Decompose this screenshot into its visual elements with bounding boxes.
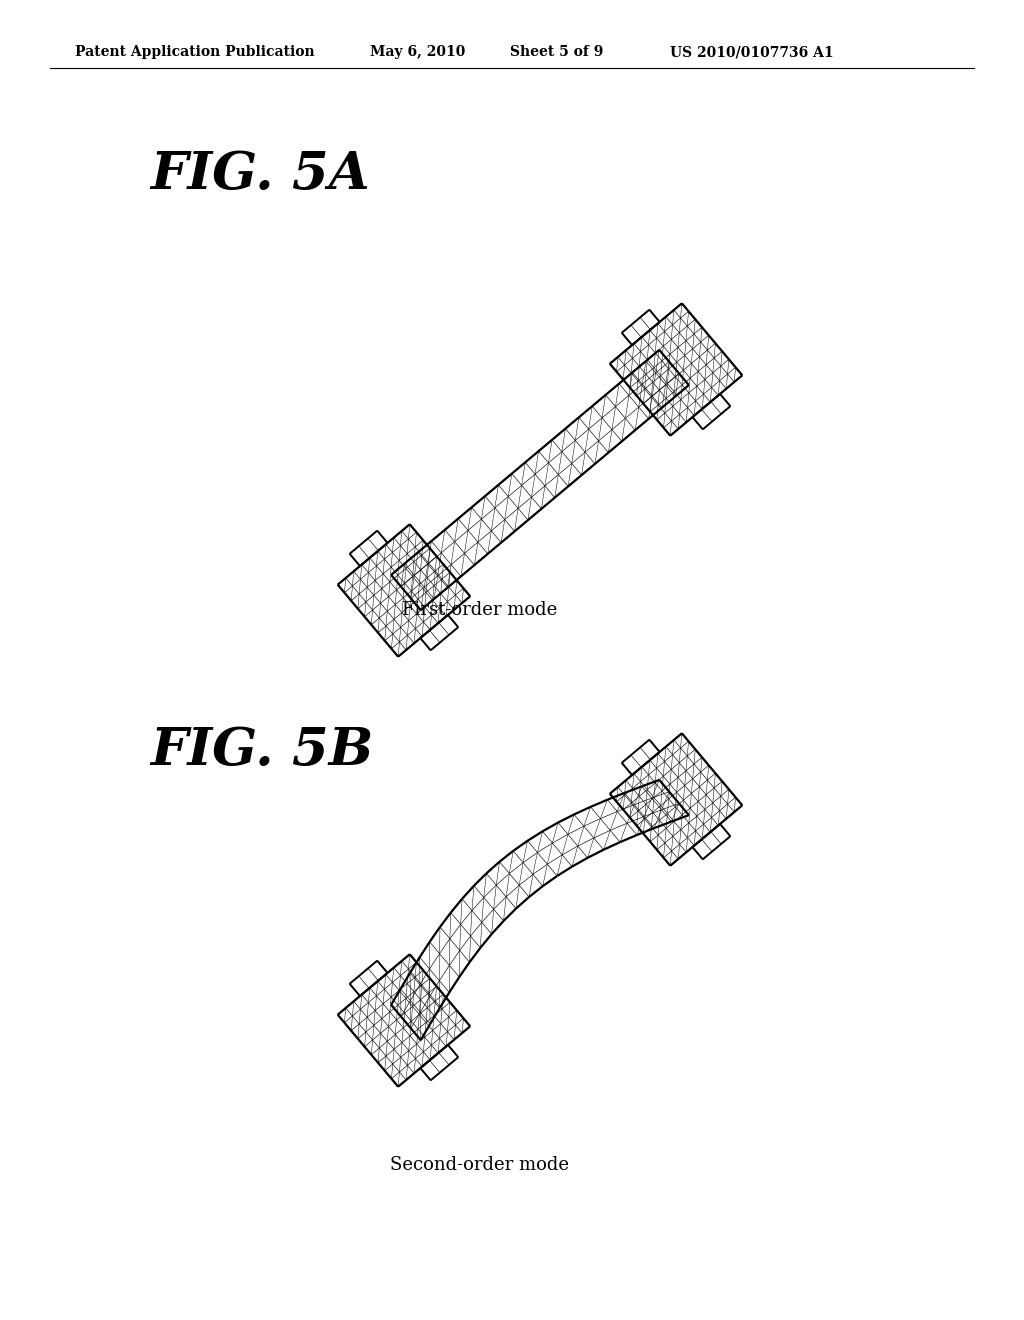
Text: FIG. 5B: FIG. 5B (150, 725, 374, 776)
Text: May 6, 2010: May 6, 2010 (370, 45, 465, 59)
Text: US 2010/0107736 A1: US 2010/0107736 A1 (670, 45, 834, 59)
Text: FIG. 5A: FIG. 5A (150, 149, 370, 201)
Text: Patent Application Publication: Patent Application Publication (75, 45, 314, 59)
Text: First-order mode: First-order mode (402, 601, 558, 619)
Text: Sheet 5 of 9: Sheet 5 of 9 (510, 45, 603, 59)
Text: Second-order mode: Second-order mode (390, 1156, 569, 1173)
